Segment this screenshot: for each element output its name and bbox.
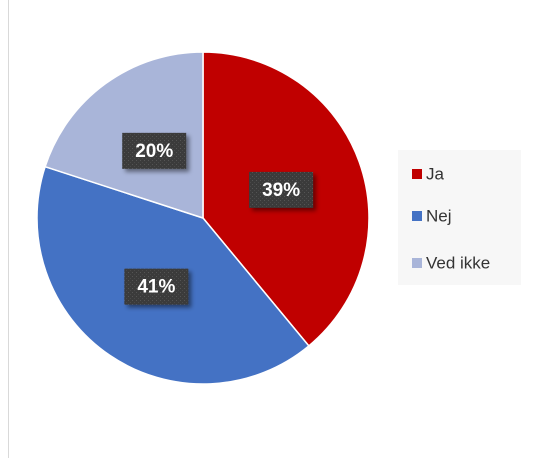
legend-label: Ved ikke [426,253,490,272]
legend-marker [412,258,422,268]
value-label-box [249,171,314,208]
value-label: 39% [262,180,300,201]
legend-marker [412,169,422,179]
value-label: 41% [137,277,175,298]
legend-label: Nej [426,206,452,225]
legend-marker [412,211,422,221]
value-label: 20% [135,141,173,162]
value-label-box [122,132,187,169]
value-label-box [124,268,189,305]
legend-label: Ja [426,164,445,183]
